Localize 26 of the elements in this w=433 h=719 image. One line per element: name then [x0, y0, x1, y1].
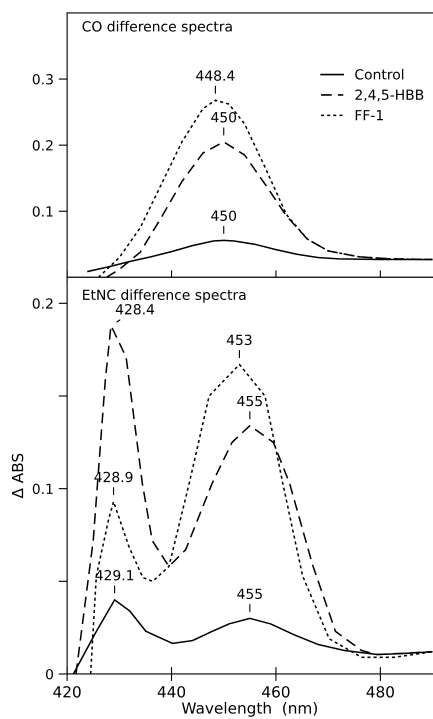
annotation: 455	[237, 396, 262, 406]
legend-label: 2,4,5-HBB	[355, 90, 424, 102]
x-tick-label: 480	[366, 686, 394, 698]
x-tick-label: 460	[262, 686, 290, 698]
annotation: 448.4	[196, 70, 234, 81]
annotation: 453	[226, 334, 252, 346]
annotation: 450	[211, 210, 236, 221]
y-tick-label: 0.2	[32, 298, 53, 309]
x-tick-label: 440	[158, 686, 186, 698]
legend-label: Control	[355, 68, 404, 80]
annotation: 428.4	[116, 304, 154, 315]
text: CO difference spectra	[82, 20, 232, 34]
annotation: 428.9	[94, 472, 132, 482]
x-axis-title: Wavelength (nm)	[182, 702, 317, 717]
y-tick-label: 0	[46, 668, 53, 680]
annotation: 455	[237, 588, 262, 600]
y-tick-label: 0.2	[32, 140, 53, 151]
text: EtNC difference spectra	[83, 289, 246, 303]
y-tick-label: 0.3	[32, 74, 53, 85]
y-tick-label: 0.1	[32, 484, 53, 494]
annotation: 429.1	[95, 570, 134, 580]
x-tick-label: 420	[53, 686, 81, 698]
annotation: 450	[211, 112, 236, 122]
y-tick-label: 0.1	[32, 206, 53, 217]
legend-label: FF-1	[356, 110, 383, 120]
y-axis-title: Δ ABS	[12, 454, 24, 498]
